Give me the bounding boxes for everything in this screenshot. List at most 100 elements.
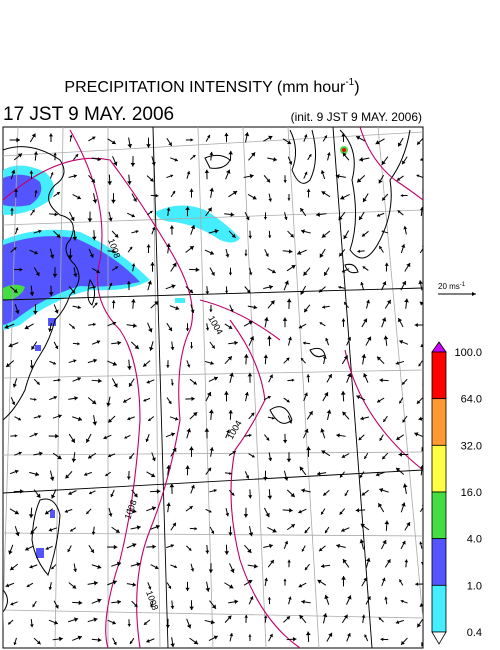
wind-arrow-head — [90, 549, 94, 553]
wind-arrow-head — [308, 154, 312, 157]
wind-arrow-head — [168, 585, 172, 589]
wind-arrow-head — [267, 597, 272, 600]
wind-arrow-head — [288, 161, 293, 165]
wind-arrow-head — [92, 421, 98, 426]
wind-arrow-head — [93, 580, 98, 586]
wind-arrow-head — [208, 509, 212, 513]
wind-arrow-head — [324, 594, 329, 600]
wind-arrow-head — [360, 416, 364, 421]
wind-arrow-head — [341, 454, 346, 458]
wind-arrow-head — [415, 582, 419, 586]
wind-arrow-head — [91, 178, 96, 183]
wind-scale-label: 20 ms-1 — [438, 282, 466, 291]
wind-arrow-head — [229, 372, 234, 377]
wind-arrow-head — [86, 511, 90, 515]
wind-arrow-head — [106, 402, 111, 407]
wind-arrow-head — [383, 418, 387, 422]
wind-arrow-head — [248, 634, 252, 637]
wind-arrow — [424, 485, 429, 494]
wind-arrow-head — [342, 559, 347, 564]
wind-arrow-head — [425, 262, 430, 266]
wind-arrow-head — [244, 132, 250, 137]
wind-arrow-head — [326, 409, 332, 414]
wind-arrow-head — [73, 174, 77, 179]
wind-arrow-head — [48, 133, 53, 137]
wind-arrow-head — [421, 245, 423, 247]
wind-arrow-head — [131, 213, 135, 218]
wind-arrow-head — [112, 321, 117, 326]
wind-arrow-head — [113, 383, 118, 388]
wind-arrow-head — [209, 409, 214, 414]
wind-arrow-head — [228, 409, 233, 414]
wind-arrow-head — [192, 155, 196, 158]
wind-arrow-head — [127, 143, 133, 148]
wind-arrow-head — [247, 548, 252, 553]
wind-arrow-head — [77, 635, 82, 641]
wind-arrow-head — [364, 456, 367, 459]
wind-arrow-head — [58, 636, 63, 642]
wind-arrow-head — [15, 227, 19, 231]
wind-arrow-head — [419, 465, 423, 469]
wind-arrow-head — [210, 360, 214, 366]
wind-scale: 20 ms-1 — [438, 282, 476, 296]
wind-arrow-head — [154, 301, 159, 306]
wind-arrow-head — [287, 559, 291, 563]
wind-arrow-head — [208, 569, 214, 573]
wind-arrow-head — [54, 345, 59, 350]
wind-arrow-head — [304, 134, 308, 138]
wind-arrow-head — [382, 455, 386, 460]
wind-arrow-head — [383, 335, 389, 340]
wind-arrow-head — [399, 579, 402, 583]
wind-arrow-head — [360, 523, 365, 528]
wind-arrow-head — [73, 273, 78, 278]
wind-arrow-head — [419, 541, 423, 545]
wind-arrow-head — [133, 493, 138, 498]
wind-arrow-head — [269, 284, 273, 290]
wind-arrow-head — [209, 187, 215, 192]
wind-arrow-head — [185, 206, 190, 210]
wind-arrow-head — [267, 335, 272, 340]
wind-arrow-head — [355, 508, 360, 513]
wind-arrow-head — [209, 250, 214, 255]
wind-arrow-head — [384, 520, 390, 525]
wind-arrow-head — [130, 641, 133, 644]
wind-arrow-head — [116, 561, 122, 567]
wind-arrow-head — [246, 289, 251, 293]
wind-arrow-head — [68, 255, 73, 259]
wind-arrow-head — [16, 137, 20, 143]
wind-arrow-head — [91, 236, 97, 241]
wind-arrow-head — [194, 527, 198, 531]
wind-arrow-head — [416, 174, 420, 178]
wind-arrow-head — [19, 267, 23, 272]
wind-arrow-head — [379, 488, 384, 493]
wind-arrow-head — [399, 400, 402, 404]
wind-arrow-head — [231, 233, 236, 238]
wind-arrow-head — [418, 416, 423, 421]
wind-arrow-head — [283, 476, 289, 481]
wind-arrow-head — [170, 383, 174, 386]
wind-arrow-head — [316, 212, 320, 217]
wind-arrow-head — [72, 584, 77, 589]
wind-arrow-head — [269, 374, 273, 379]
wind-arrow-head — [336, 433, 340, 438]
colorbar-segment — [431, 351, 447, 400]
wind-arrow-head — [117, 340, 122, 346]
wind-arrow-head — [152, 544, 156, 549]
wind-arrow-head — [342, 411, 347, 416]
wind-arrow-head — [56, 192, 60, 196]
wind-arrow-head — [51, 566, 55, 570]
colorbar-bottom-triangle — [431, 631, 447, 645]
wind-scale-text: 20 ms — [438, 282, 460, 291]
wind-arrow-head — [36, 493, 41, 498]
wind-arrow-head — [211, 271, 215, 276]
wind-arrow-head — [360, 282, 364, 286]
wind-arrow-head — [126, 281, 131, 285]
wind-arrow-head — [357, 249, 361, 253]
wind-arrow-head — [304, 171, 308, 175]
wind-arrow-head — [92, 199, 98, 204]
wind-arrow-head — [319, 547, 323, 552]
wind-arrow-head — [289, 508, 293, 513]
wind-arrow-head — [382, 196, 386, 201]
wind-arrow-head — [336, 543, 341, 549]
